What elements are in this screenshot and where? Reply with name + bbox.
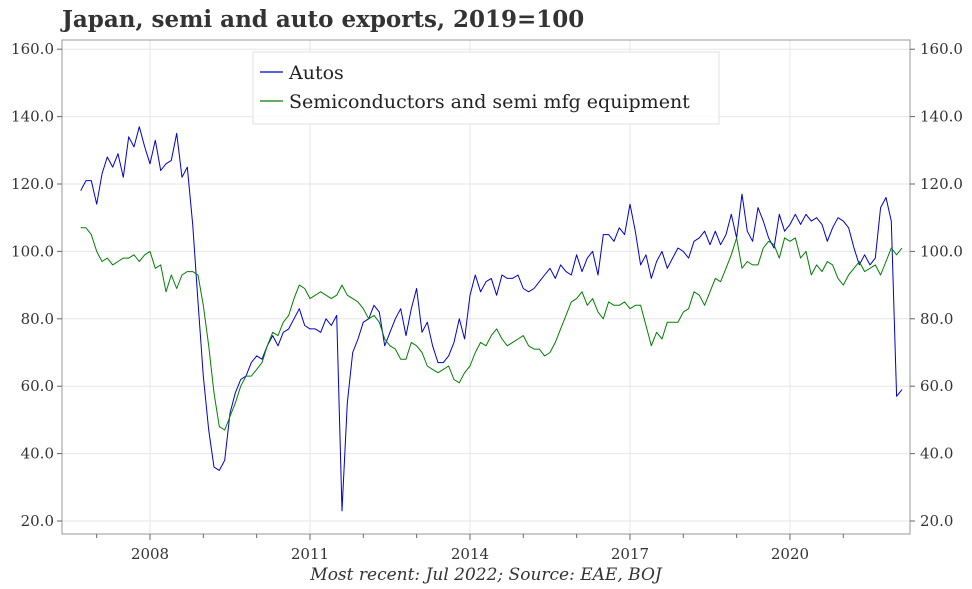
grid-layer [62, 40, 910, 534]
y-tick-label-left: 20.0 [21, 512, 54, 530]
legend-label: Semiconductors and semi mfg equipment [289, 91, 690, 113]
y-tick-label-left: 140.0 [11, 108, 54, 126]
x-tick-label: 2017 [611, 545, 649, 563]
y-tick-label-left: 60.0 [21, 377, 54, 395]
y-tick-label-left: 160.0 [11, 40, 54, 58]
legend: Autos Semiconductors and semi mfg equipme… [252, 51, 720, 125]
y-tick-label-right: 160.0 [920, 40, 963, 58]
y-tick-label-left: 40.0 [21, 445, 54, 463]
x-tick-label: 2020 [771, 545, 809, 563]
y-tick-label-right: 20.0 [920, 512, 953, 530]
axis-layer: 20.0 20.0 40.0 40.0 60.0 60.0 80.0 80.0 100.0 100… [11, 40, 963, 563]
series-layer [80, 126, 903, 512]
y-tick-label-right: 80.0 [920, 310, 953, 328]
x-tick-label: 2011 [291, 545, 329, 563]
y-tick-label-right: 60.0 [920, 377, 953, 395]
series-line-semiconductors [80, 227, 903, 431]
y-tick-label-left: 120.0 [11, 175, 54, 193]
y-tick-label-right: 40.0 [920, 445, 953, 463]
y-tick-label-right: 100.0 [920, 242, 963, 260]
y-tick-label-right: 120.0 [920, 175, 963, 193]
x-tick-label: 2014 [451, 545, 489, 563]
chart-title: Japan, semi and auto exports, 2019=100 [62, 6, 585, 33]
y-tick-label-left: 80.0 [21, 310, 54, 328]
legend-box [252, 51, 720, 125]
y-tick-label-right: 140.0 [920, 108, 963, 126]
x-tick-label: 2008 [131, 545, 169, 563]
plot-frame [61, 39, 911, 535]
series-line-autos [80, 126, 903, 512]
y-tick-label-left: 100.0 [11, 242, 54, 260]
source-caption: Most recent: Jul 2022; Source: EAE, BOJ [310, 565, 662, 585]
legend-label: Autos [288, 62, 344, 84]
